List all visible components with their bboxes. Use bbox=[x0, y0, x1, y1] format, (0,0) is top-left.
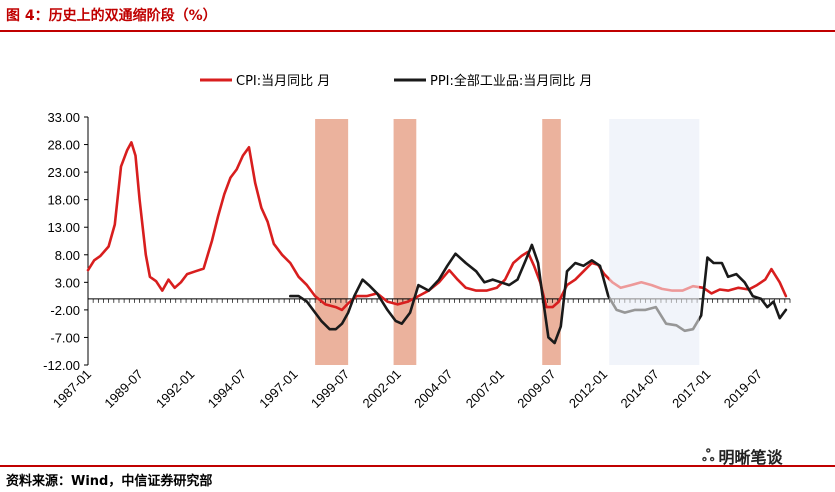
x-tick-label: 1999-07 bbox=[308, 367, 352, 411]
chart-title: 图 4：历史上的双通缩阶段（%） bbox=[6, 8, 217, 24]
y-tick-label: 23.00 bbox=[47, 165, 80, 180]
y-tick-label: 3.00 bbox=[55, 275, 80, 290]
wechat-icon: ஃ bbox=[702, 445, 715, 465]
shaded-period-2 bbox=[393, 119, 417, 365]
y-tick-label: 28.00 bbox=[47, 138, 80, 153]
shaded-period-3 bbox=[542, 119, 561, 365]
x-tick-label: 2012-01 bbox=[566, 367, 610, 411]
title-rule bbox=[0, 30, 835, 32]
y-tick-label: -2.00 bbox=[50, 303, 80, 318]
y-tick-label: 33.00 bbox=[47, 110, 80, 125]
x-tick-label: 2017-01 bbox=[669, 367, 713, 411]
x-tick-label: 2002-01 bbox=[359, 367, 403, 411]
x-tick-label: 2009-07 bbox=[514, 367, 558, 411]
x-tick-label: 1992-01 bbox=[153, 367, 197, 411]
x-tick-label: 2019-07 bbox=[721, 367, 765, 411]
x-tick-label: 1997-01 bbox=[256, 367, 300, 411]
watermark: ஃ 明晰笔谈 bbox=[702, 444, 783, 468]
x-tick-label: 1989-07 bbox=[101, 367, 145, 411]
y-tick-label: -7.00 bbox=[50, 330, 80, 345]
y-tick-label: 18.00 bbox=[47, 193, 80, 208]
x-tick-label: 1994-07 bbox=[205, 367, 249, 411]
source-rule bbox=[0, 465, 835, 467]
x-tick-label: 2007-01 bbox=[463, 367, 507, 411]
y-tick-label: 8.00 bbox=[55, 248, 80, 263]
x-tick-label: 1987-01 bbox=[50, 367, 94, 411]
chart: 33.00 28.00 23.00 18.00 13.00 8.00 3.00 -2.00 -7… bbox=[43, 73, 791, 411]
series-line-ppi bbox=[288, 243, 788, 345]
watermark-text: 明晰笔谈 bbox=[718, 448, 783, 467]
x-tick-label: 2004-07 bbox=[411, 367, 455, 411]
x-tick-label: 2014-07 bbox=[618, 367, 662, 411]
legend-label: CPI:当月同比 月 bbox=[236, 74, 330, 89]
source-note: 资料来源：Wind，中信证券研究部 bbox=[6, 474, 213, 489]
legend-label: PPI:全部工业品:当月同比 月 bbox=[430, 73, 592, 89]
y-tick-label: -12.00 bbox=[43, 358, 80, 373]
band-overlay bbox=[609, 119, 700, 365]
y-tick-label: 13.00 bbox=[47, 220, 80, 235]
